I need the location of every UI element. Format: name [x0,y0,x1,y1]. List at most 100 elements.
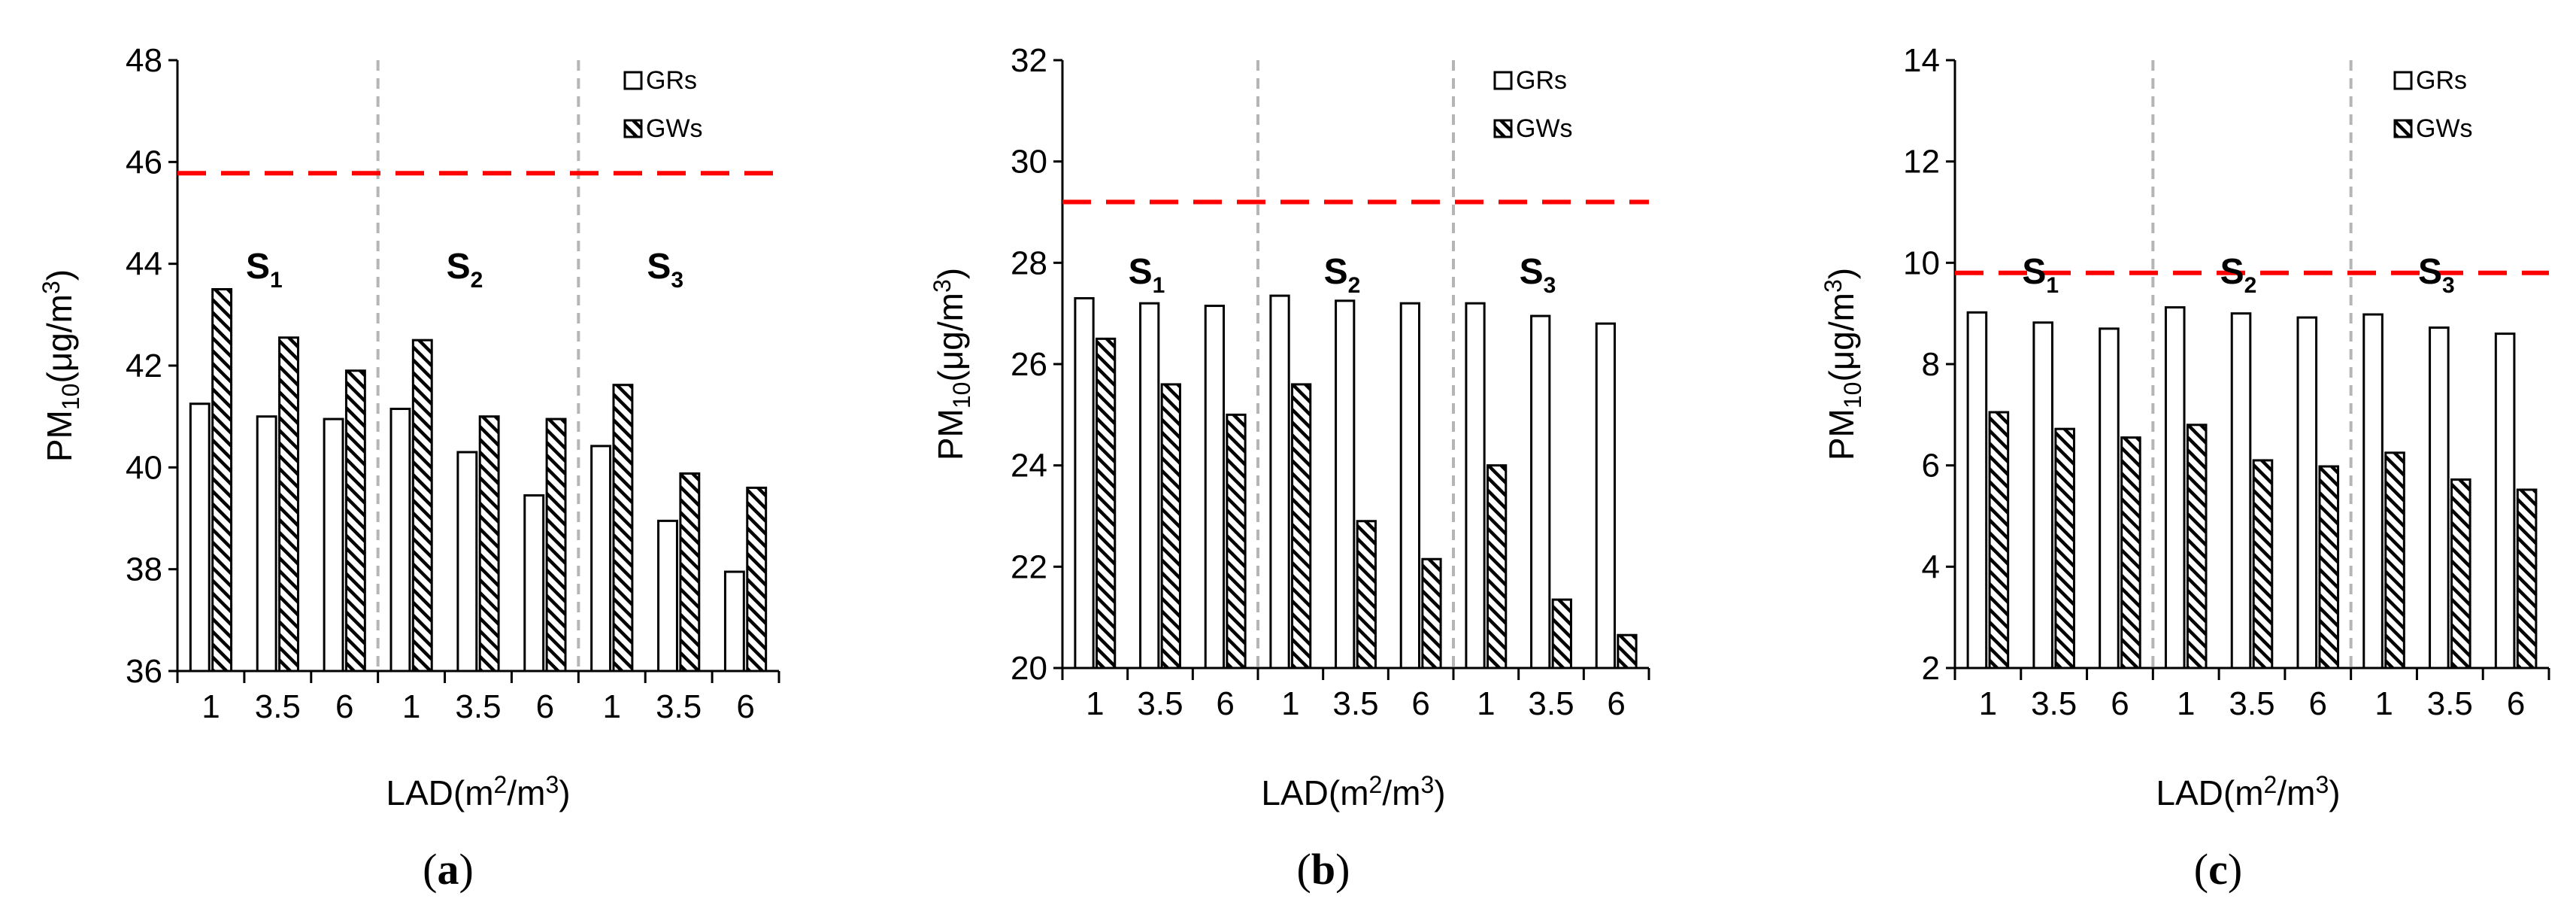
bar-gws [478,415,500,673]
panel-label: (a) [423,845,474,894]
x-tick-label: 6 [1216,685,1234,722]
bar-grs [189,402,211,673]
bar-gws [1160,383,1181,670]
bar-gws [211,288,233,673]
group-label: S1 [1129,252,1165,298]
bar-gws [2516,488,2538,670]
bar-gws [746,486,768,673]
x-axis-title: LAD(m2/m3) [386,771,570,812]
x-tick-label: 1 [402,688,420,725]
bar-gws [1356,520,1377,670]
x-tick-label: 1 [202,688,220,725]
x-tick-label: 6 [335,688,353,725]
bar-gws [1096,337,1117,670]
x-tick-label: 3.5 [255,688,301,725]
bar-gws [278,336,299,673]
legend-label-grs: GRs [1516,66,1567,95]
y-tick-label: 44 [126,246,162,283]
group-label: S2 [1324,252,1361,298]
bar-gws [679,472,701,673]
group-label: S3 [2418,252,2455,298]
x-tick-label: 6 [2111,685,2129,722]
legend-swatch-grs [2393,71,2413,90]
x-tick-label: 1 [1979,685,1997,722]
y-tick-label: 42 [126,348,162,384]
legend-swatch-gws [1493,119,1513,138]
bar-grs [1335,299,1356,670]
legend-label-gws: GWs [1516,114,1573,143]
x-tick-label: 1 [1477,685,1495,722]
x-tick-label: 1 [1086,685,1104,722]
chart-panel-c: 2 4 6 8 10 12 14 1 3.5 6 1 3.5 6 1 3.5 6 S1 S2 S3 GRs GWs PM1… [1820,42,2550,894]
bar-gws [411,339,433,673]
bar-grs [2362,313,2384,670]
chart-panel-a: 36 38 40 42 44 46 48 1 3.5 6 1 3.5 6 1 3.5 6 S1 S2 S3 GRs GW… [38,42,780,894]
bar-gws [2120,436,2141,670]
y-tick-label: 36 [126,653,162,690]
x-tick-label: 6 [2507,685,2525,722]
x-tick-label: 3.5 [2229,685,2274,722]
y-axis-title: PM10(μg/m3) [38,269,84,462]
group-label: S3 [647,247,683,293]
bar-gws [2384,451,2405,670]
bar-grs [389,408,411,673]
bar-grs [2296,316,2318,670]
y-tick-label: 48 [126,42,162,79]
bar-grs [2429,326,2450,670]
group-label: S1 [2022,252,2059,298]
y-tick-label: 12 [1903,144,1940,181]
bar-grs [723,570,745,673]
bar-gws [2252,459,2274,670]
bar-grs [1204,305,1225,670]
chart-panel-b: 20 22 24 26 28 30 32 1 3.5 6 1 3.5 6 1 3.5 6 S1 S2 S3 GRs GW… [929,42,1650,894]
group-label: S1 [246,247,283,293]
bar-gws [1291,383,1312,670]
bar-gws [2450,478,2471,670]
x-tick-label: 6 [1607,685,1625,722]
panel-label: (c) [2194,845,2242,894]
y-tick-label: 32 [1011,42,1047,79]
bar-grs [1399,302,1420,670]
y-tick-label: 38 [126,551,162,588]
bar-grs [256,415,277,673]
bar-grs [323,418,344,673]
bar-gws [1617,633,1638,670]
group-label: S2 [2220,252,2257,298]
y-axis-title: PM10(μg/m3) [1820,268,1866,460]
bar-grs [2032,321,2053,670]
group-label: S3 [1520,252,1556,298]
legend-label-gws: GWs [646,114,703,143]
y-axis-title: PM10(μg/m3) [929,268,975,460]
x-axis-title: LAD(m2/m3) [1261,771,1445,812]
y-tick-label: 40 [126,449,162,486]
bar-gws [2318,465,2340,670]
bar-gws [344,369,366,673]
legend-swatch-gws [623,119,643,138]
bar-gws [1487,464,1508,670]
x-tick-label: 6 [1411,685,1429,722]
bar-gws [2054,427,2075,670]
bar-grs [1966,311,1988,670]
bar-grs [2494,333,2516,670]
bar-grs [590,445,612,673]
y-tick-label: 20 [1011,650,1047,687]
y-tick-label: 30 [1011,144,1047,181]
x-tick-label: 6 [2309,685,2327,722]
x-tick-label: 1 [2374,685,2393,722]
bar-grs [2099,327,2120,670]
y-tick-label: 8 [1922,346,1940,383]
bar-grs [1139,302,1160,670]
bar-gws [2186,424,2208,670]
x-tick-label: 1 [603,688,621,725]
legend-label-grs: GRs [646,66,697,95]
bar-gws [1421,557,1442,670]
bar-gws [1988,411,2010,670]
bar-gws [1226,413,1247,670]
legend-label-gws: GWs [2416,114,2473,143]
x-tick-label: 1 [1281,685,1299,722]
x-tick-label: 6 [536,688,554,725]
y-tick-label: 14 [1903,42,1940,79]
x-tick-label: 1 [2177,685,2195,722]
x-tick-label: 6 [736,688,754,725]
